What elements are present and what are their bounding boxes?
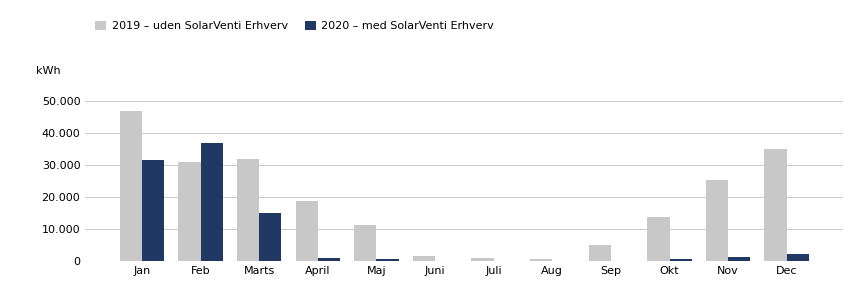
Legend: 2019 – uden SolarVenti Erhverv, 2020 – med SolarVenti Erhverv: 2019 – uden SolarVenti Erhverv, 2020 – m…	[91, 17, 498, 36]
Bar	[318, 258, 340, 261]
Bar	[764, 149, 786, 261]
Bar	[200, 143, 223, 261]
Bar	[296, 201, 318, 261]
Bar	[728, 257, 751, 261]
Bar	[648, 216, 670, 261]
Bar	[670, 259, 692, 261]
Bar	[354, 225, 377, 261]
Bar	[705, 180, 728, 261]
Bar	[786, 254, 809, 261]
Bar	[530, 259, 552, 261]
Bar	[142, 161, 164, 261]
Bar	[259, 213, 281, 261]
Bar	[178, 162, 200, 261]
Text: kWh: kWh	[36, 66, 60, 76]
Bar	[412, 256, 435, 261]
Bar	[471, 257, 493, 261]
Bar	[377, 259, 399, 261]
Bar	[119, 111, 142, 261]
Bar	[589, 245, 611, 261]
Bar	[237, 159, 259, 261]
